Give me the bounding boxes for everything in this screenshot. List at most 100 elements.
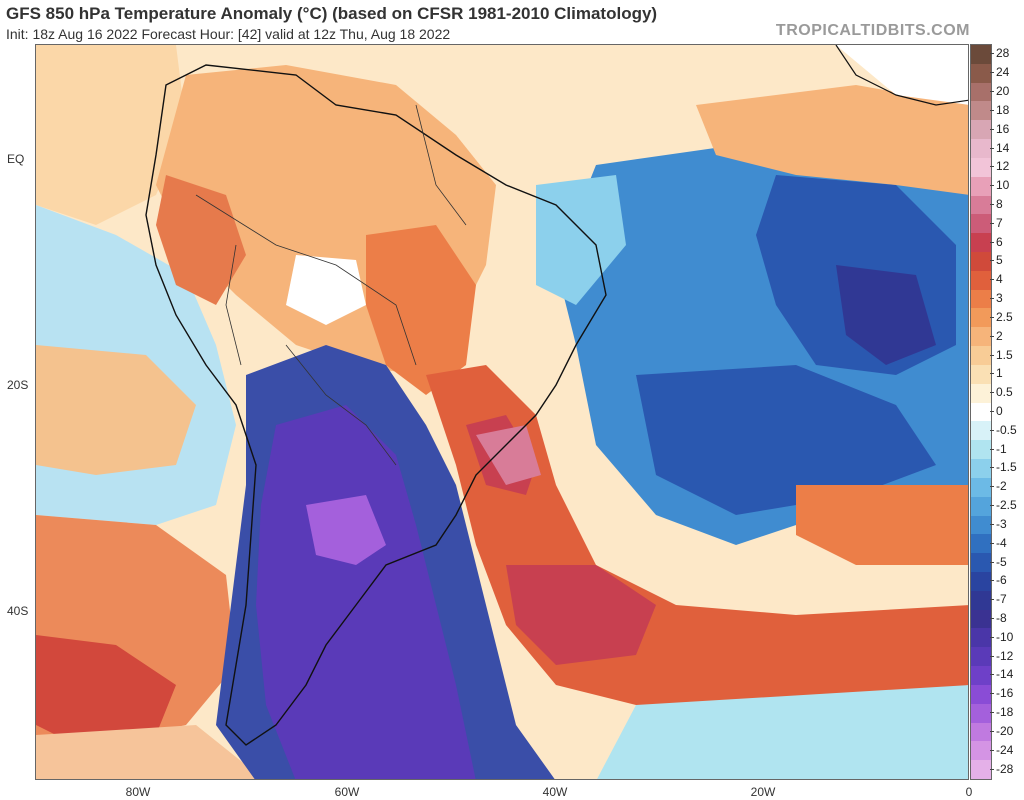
- anomaly-atlantic-warm-mid: [796, 485, 968, 565]
- lat-label-eq: EQ: [7, 152, 25, 166]
- source-watermark: TROPICALTIDBITS.COM: [775, 22, 970, 39]
- colorbar-tick: [990, 373, 994, 375]
- colorbar-tick: [990, 298, 994, 300]
- colorbar-swatch: [971, 214, 991, 234]
- colorbar-tick: [990, 53, 994, 55]
- colorbar-label: 6: [996, 234, 1003, 249]
- colorbar-swatch: [971, 477, 991, 498]
- colorbar-label: -18: [996, 705, 1014, 720]
- colorbar-tick: [990, 674, 994, 676]
- colorbar-tick: [990, 749, 994, 751]
- colorbar-label: 18: [996, 102, 1010, 117]
- colorbar-swatch: [971, 383, 991, 404]
- colorbar-swatch: [971, 722, 991, 742]
- colorbar-label: 5: [996, 253, 1003, 268]
- anomaly-warm-core-south: [506, 565, 656, 665]
- anomaly-map: [36, 45, 968, 779]
- colorbar-label: 1.5: [996, 347, 1013, 362]
- colorbar-tick: [990, 730, 994, 732]
- colorbar-swatch: [971, 289, 991, 309]
- colorbar-tick: [990, 429, 994, 431]
- colorbar-swatch: [971, 195, 991, 215]
- colorbar-tick: [990, 655, 994, 657]
- colorbar-tick: [990, 448, 994, 450]
- colorbar-label: -14: [996, 667, 1014, 682]
- colorbar-tick: [990, 599, 994, 601]
- colorbar-swatch: [971, 82, 991, 102]
- anomaly-brazil-warm: [366, 225, 476, 395]
- anomaly-africa-neutral: [836, 45, 968, 105]
- anomaly-atlantic-cold-b: [636, 365, 936, 515]
- colorbar-label: 1: [996, 366, 1003, 381]
- colorbar-tick: [990, 354, 994, 356]
- colorbar-tick: [990, 618, 994, 620]
- colorbar-swatch: [971, 515, 991, 535]
- colorbar-tick: [990, 392, 994, 394]
- coastline-africa: [835, 45, 968, 106]
- colorbar-tick: [990, 316, 994, 318]
- colorbar-label: -7: [996, 592, 1007, 607]
- map-panel: [35, 44, 969, 780]
- colorbar-label: -2: [996, 479, 1007, 494]
- colorbar-label: 2.5: [996, 309, 1013, 324]
- colorbar-swatch: [971, 760, 991, 780]
- colorbar-label: -6: [996, 573, 1007, 588]
- colorbar-swatch: [971, 252, 991, 272]
- colorbar-swatch: [971, 270, 991, 291]
- anomaly-pacific-south: [36, 725, 264, 779]
- colorbar-swatch: [971, 45, 991, 65]
- colorbar-swatch: [971, 741, 991, 761]
- colorbar-label: -28: [996, 761, 1014, 776]
- colorbar-tick: [990, 128, 994, 130]
- anomaly-pacific-north: [36, 45, 186, 225]
- colorbar-label: 2: [996, 328, 1003, 343]
- colorbar-label: 3: [996, 291, 1003, 306]
- lon-label-0: 0: [965, 785, 973, 799]
- colorbar-tick: [990, 241, 994, 243]
- anomaly-atlantic-cold-core: [836, 265, 936, 365]
- colorbar-tick: [990, 203, 994, 205]
- colorbar-tick: [990, 260, 994, 262]
- colorbar-label: -1: [996, 441, 1007, 456]
- colorbar-label: 8: [996, 196, 1003, 211]
- colorbar-swatch: [971, 684, 991, 705]
- colorbar-tick: [990, 147, 994, 149]
- colorbar-tick: [990, 486, 994, 488]
- colorbar-swatch: [971, 63, 991, 84]
- colorbar-label: 0: [996, 404, 1003, 418]
- colorbar-label: -20: [996, 723, 1014, 738]
- colorbar-tick: [990, 166, 994, 168]
- colorbar-swatch: [971, 327, 991, 347]
- colorbar-tick: [990, 411, 994, 412]
- colorbar-tick: [990, 523, 994, 525]
- lon-label-40w: 40W: [542, 785, 568, 799]
- colorbar-swatch: [971, 703, 991, 724]
- lon-label-80w: 80W: [125, 785, 151, 799]
- lon-label-60w: 60W: [334, 785, 360, 799]
- colorbar-label: -2.5: [996, 498, 1017, 513]
- colorbar-tick: [990, 467, 994, 469]
- colorbar-swatch: [971, 666, 991, 686]
- anomaly-pacific-warm-a: [36, 345, 196, 475]
- colorbar-label: 24: [996, 65, 1010, 80]
- colorbar-swatch: [971, 534, 991, 554]
- colorbar-swatch: [971, 628, 991, 648]
- chart-subtitle: Init: 18z Aug 16 2022 Forecast Hour: [42…: [6, 26, 451, 42]
- colorbar-label: 16: [996, 121, 1010, 136]
- colorbar-swatch: [971, 176, 991, 197]
- coastline-south-america: [145, 64, 607, 746]
- colorbar-swatch: [971, 233, 991, 253]
- colorbar-swatch: [971, 120, 991, 140]
- chart-title: GFS 850 hPa Temperature Anomaly (°C) (ba…: [6, 4, 658, 23]
- colorbar-label: -4: [996, 535, 1007, 550]
- colorbar-tick: [990, 636, 994, 638]
- colorbar-label: -0.5: [996, 422, 1017, 437]
- colorbar-swatch: [971, 421, 991, 441]
- colorbar-label: 0.5: [996, 385, 1013, 400]
- colorbar-label: 7: [996, 215, 1003, 230]
- colorbar-swatch: [971, 609, 991, 629]
- colorbar-tick: [990, 72, 994, 74]
- colorbar-label: 12: [996, 159, 1010, 174]
- colorbar-swatch: [971, 496, 991, 516]
- colorbar-tick: [990, 712, 994, 714]
